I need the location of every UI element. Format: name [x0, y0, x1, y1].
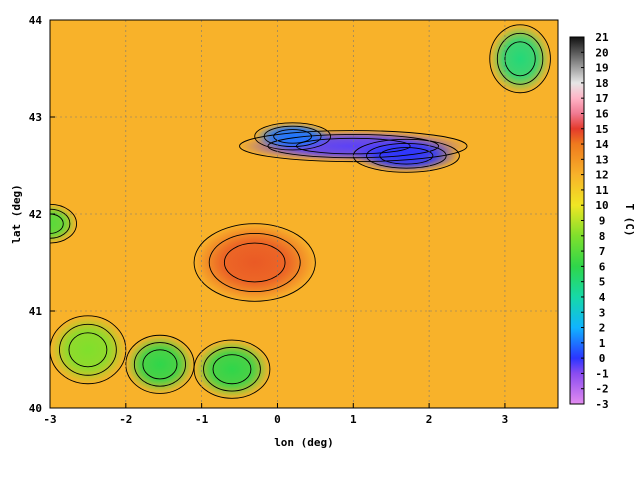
plot-area: [50, 20, 558, 408]
colorbar-tick-label: -3: [595, 398, 608, 411]
plot-background: [50, 20, 558, 408]
colorbar-tick-label: 4: [599, 291, 606, 304]
colorbar-tick-label: 1: [599, 337, 606, 350]
temperature-region: [353, 139, 460, 173]
y-tick-label: 44: [29, 14, 43, 27]
colorbar-tick-label: -2: [595, 383, 608, 396]
x-axis-ticks: -3 -2 -1 0 1 2 3: [43, 403, 508, 426]
contour-line: [193, 223, 316, 302]
x-tick-label: 0: [274, 413, 281, 426]
colorbar-tick-label: 5: [599, 276, 606, 289]
colorbar-tick-label: 10: [595, 199, 608, 212]
colorbar-tick-label: -1: [595, 367, 609, 380]
colorbar-tick-label: 21: [595, 31, 609, 44]
temperature-field: [50, 24, 551, 399]
contour-line: [263, 125, 322, 148]
y-tick-label: 40: [29, 402, 42, 415]
contour-line: [133, 342, 186, 387]
colorbar-tick-label: 14: [595, 138, 609, 151]
contour-line: [50, 203, 77, 244]
contour-line: [254, 122, 331, 151]
colorbar-label: T (C): [623, 203, 636, 236]
contour-line: [203, 346, 261, 392]
colorbar-tick-label: 0: [599, 352, 606, 365]
colorbar-tick-label: 15: [595, 123, 608, 136]
colorbar-tick-label: 19: [595, 62, 608, 75]
contour-lines: [50, 24, 551, 399]
y-tick-label: 41: [29, 305, 43, 318]
x-axis-label: lon (deg): [274, 436, 334, 449]
y-tick-label: 42: [29, 208, 42, 221]
temperature-region: [254, 122, 331, 150]
colorbar-tick-label: 9: [599, 215, 606, 228]
contour-line: [504, 41, 536, 77]
colorbar-tick-label: 12: [595, 169, 608, 182]
colorbar-tick-label: 13: [595, 153, 608, 166]
temperature-region: [194, 223, 316, 302]
colorbar-tick-label: 3: [599, 306, 606, 319]
contour-line: [496, 32, 544, 85]
contour-line: [273, 129, 313, 144]
temperature-region: [50, 315, 126, 384]
temperature-region: [125, 335, 195, 394]
temperature-region: [194, 340, 270, 399]
contour-line: [59, 323, 117, 376]
contour-line: [50, 208, 71, 239]
colorbar-tick-label: 18: [595, 77, 608, 90]
colorbar-tick-label: 17: [595, 92, 608, 105]
x-tick-label: 2: [426, 413, 433, 426]
contour-line: [379, 147, 434, 165]
x-tick-label: -1: [195, 413, 209, 426]
contour-line: [68, 332, 108, 368]
y-tick-label: 43: [29, 111, 42, 124]
colorbar-tick-label: 2: [599, 322, 606, 335]
x-tick-label: 3: [502, 413, 509, 426]
contour-line: [212, 354, 252, 385]
x-tick-label: -3: [43, 413, 56, 426]
colorbar-tick-label: 16: [595, 107, 609, 120]
y-axis-ticks: 40 41 42 43 44: [29, 14, 55, 415]
contour-line: [50, 213, 64, 234]
contour-line: [142, 349, 178, 380]
contour-line: [489, 24, 551, 94]
colorbar-tick-label: 20: [595, 46, 608, 59]
contour-line: [366, 142, 447, 169]
colorbar-tick-label: 6: [599, 260, 606, 273]
colorbar-tick-label: 11: [595, 184, 609, 197]
colorbar-tick-label: 8: [599, 230, 606, 243]
x-tick-label: 1: [350, 413, 357, 426]
colorbar-tick-label: 7: [599, 245, 606, 258]
contour-line: [50, 315, 127, 385]
contour-line: [193, 339, 271, 399]
x-tick-label: -2: [119, 413, 132, 426]
contour-line: [208, 232, 301, 293]
y-axis-label: lat (deg): [10, 184, 23, 244]
contour-line: [125, 334, 195, 394]
contour-line: [223, 242, 286, 283]
